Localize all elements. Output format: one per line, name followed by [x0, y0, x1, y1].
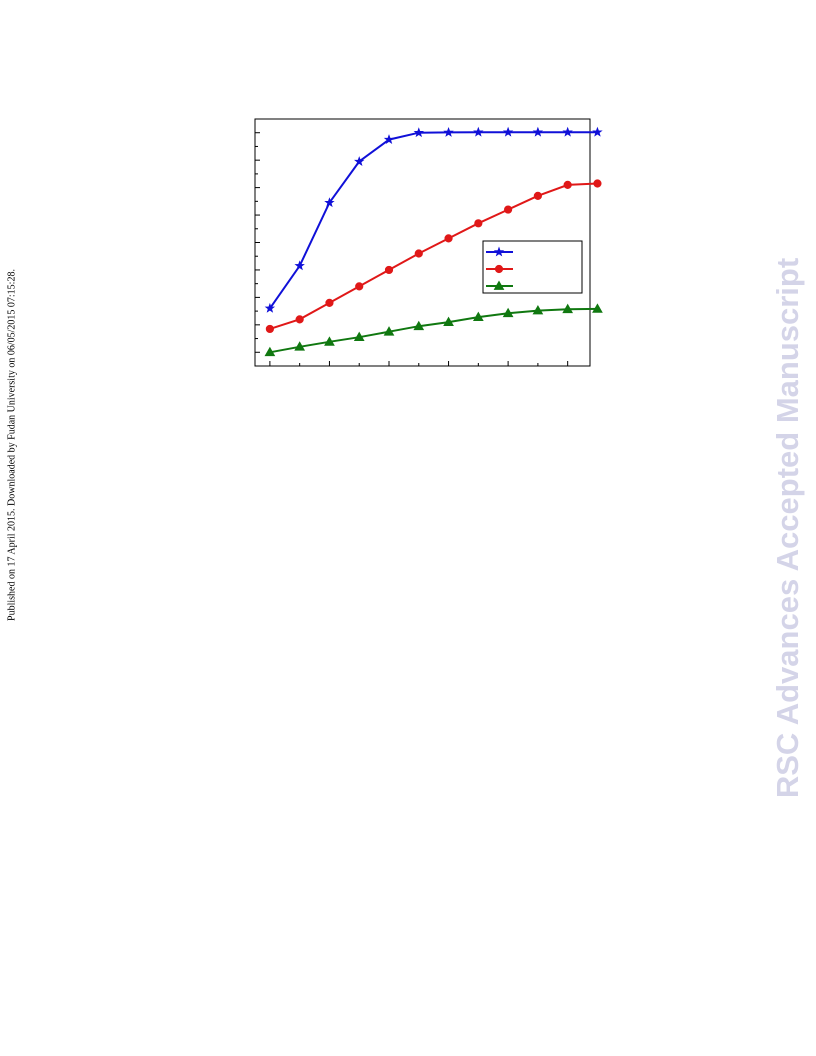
point-triangle: [493, 280, 505, 290]
point-star: [493, 246, 505, 257]
point-triangle: [472, 311, 484, 322]
chart-series: [264, 126, 603, 357]
point-triangle: [383, 326, 395, 336]
point-circle: [494, 264, 504, 274]
point-circle: [355, 282, 364, 291]
point-triangle: [324, 336, 335, 346]
point-triangle: [353, 331, 365, 342]
series-1: [264, 126, 603, 313]
series-line: [269, 131, 598, 309]
point-triangle: [502, 307, 514, 318]
series-2: [265, 179, 602, 334]
point-circle: [504, 205, 513, 214]
chart-axes: [254, 118, 591, 367]
chart-legend: [482, 240, 583, 294]
watermark-text: RSC Advances Accepted Manuscript: [770, 257, 805, 799]
series-line: [269, 307, 598, 354]
point-circle: [384, 265, 394, 275]
point-star: [354, 156, 365, 166]
point-circle: [444, 234, 453, 243]
point-triangle: [413, 320, 425, 331]
point-circle: [325, 298, 334, 307]
point-triangle: [562, 303, 574, 314]
point-star: [473, 126, 484, 137]
point-star: [413, 127, 424, 138]
point-star: [592, 126, 603, 137]
point-star: [294, 260, 305, 271]
point-triangle: [294, 341, 306, 351]
series-3: [264, 303, 603, 357]
point-triangle: [532, 305, 544, 315]
point-circle: [563, 180, 572, 189]
point-circle: [474, 219, 483, 228]
point-star: [502, 126, 514, 137]
point-circle: [593, 179, 602, 188]
point-triangle: [443, 316, 454, 326]
point-circle: [533, 191, 542, 200]
point-star: [324, 197, 335, 208]
point-star: [532, 126, 544, 137]
point-star: [443, 126, 454, 137]
point-star: [562, 126, 573, 137]
series-line: [269, 182, 598, 330]
point-circle: [265, 324, 274, 334]
point-circle: [414, 249, 423, 258]
legend-entry-1: [486, 246, 513, 257]
point-triangle: [592, 303, 603, 313]
point-circle: [295, 315, 304, 324]
legend-entry-2: [486, 264, 513, 274]
point-triangle: [264, 346, 276, 357]
point-star: [264, 302, 276, 313]
point-star: [383, 134, 395, 145]
legend-entry-3: [486, 280, 513, 290]
